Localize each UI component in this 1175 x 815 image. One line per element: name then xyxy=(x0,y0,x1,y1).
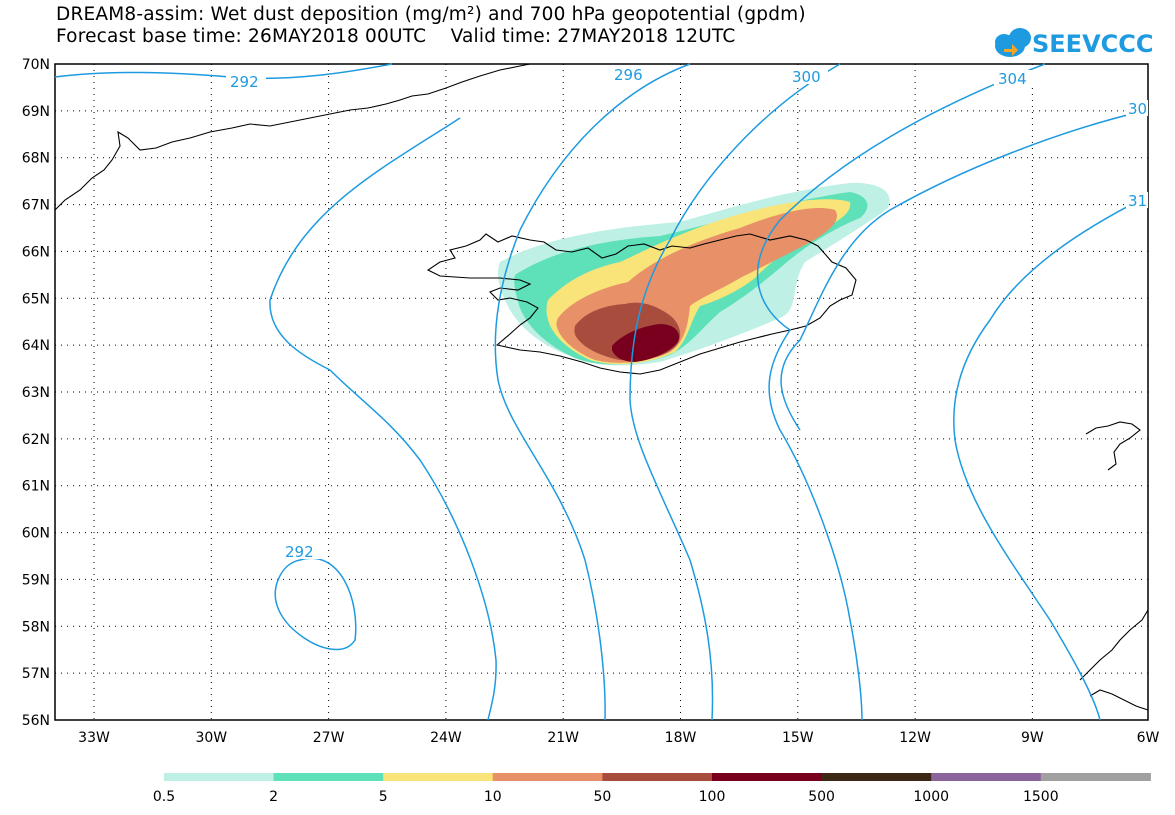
legend-swatch xyxy=(383,773,494,781)
longitude-label: 12W xyxy=(899,730,931,746)
deposition-100 xyxy=(612,324,680,362)
longitude-label: 33W xyxy=(78,730,110,746)
colorbar-legend: 0.5 2 5 10 50 100 500 1000 1500 xyxy=(153,773,1151,805)
contour-labels: 292 296 300 304 30 31 292 xyxy=(226,66,1148,561)
legend-label: 5 xyxy=(379,789,388,805)
contour-296 xyxy=(494,63,691,721)
latitude-label: 69N xyxy=(22,104,50,120)
contour-312 xyxy=(953,195,1149,721)
latitude-label: 56N xyxy=(22,713,50,729)
longitude-label: 21W xyxy=(547,730,579,746)
latitude-label: 57N xyxy=(22,666,50,682)
contour-label: 31 xyxy=(1128,192,1147,210)
contour-292-main xyxy=(269,117,497,721)
latitude-label: 70N xyxy=(22,57,50,73)
latitude-label: 59N xyxy=(22,572,50,588)
latitude-label: 58N xyxy=(22,619,50,635)
scotland-coast xyxy=(1079,609,1149,711)
legend-swatch xyxy=(821,773,932,781)
legend-swatch xyxy=(602,773,713,781)
contour-300 xyxy=(629,63,841,721)
coastlines xyxy=(54,63,1149,711)
latitude-label: 68N xyxy=(22,151,50,167)
contour-label: 292 xyxy=(230,73,259,91)
latitude-label: 61N xyxy=(22,479,50,495)
longitude-labels: 33W 30W 27W 24W 21W 18W 15W 12W 9W 6W xyxy=(78,730,1159,746)
logo-text: SEEVCCC xyxy=(1032,30,1154,58)
contour-304 xyxy=(756,63,1046,721)
legend-swatches xyxy=(164,773,1151,781)
contour-label: 300 xyxy=(792,68,821,86)
dust-deposition-field xyxy=(497,182,890,366)
contour-label: 304 xyxy=(998,70,1027,88)
contour-label: 296 xyxy=(614,66,643,84)
cloud-icon xyxy=(995,28,1031,57)
legend-label: 50 xyxy=(593,789,611,805)
contour-308 xyxy=(780,109,1149,431)
greenland-coast xyxy=(54,63,531,211)
latitude-labels: 70N 69N 68N 67N 66N 65N 64N 63N 62N 61N 60N 59N 58N 5… xyxy=(22,57,50,729)
legend-label: 500 xyxy=(808,789,835,805)
legend-swatch xyxy=(273,773,384,781)
legend-swatch xyxy=(1040,773,1151,781)
contour-292-closed xyxy=(274,557,357,651)
map-plot: 70N 69N 68N 67N 66N 65N 64N 63N 62N 61N 60N 59N 58N 5… xyxy=(22,57,1160,746)
longitude-label: 6W xyxy=(1137,730,1160,746)
longitude-label: 15W xyxy=(782,730,814,746)
longitude-label: 27W xyxy=(313,730,345,746)
legend-label: 1500 xyxy=(1023,789,1059,805)
legend-labels: 0.5 2 5 10 50 100 500 1000 1500 xyxy=(153,789,1059,805)
longitude-label: 9W xyxy=(1021,730,1044,746)
longitude-label: 30W xyxy=(195,730,227,746)
legend-label: 1000 xyxy=(913,789,949,805)
legend-label: 10 xyxy=(484,789,502,805)
geopotential-contours xyxy=(54,63,1149,721)
legend-swatch xyxy=(492,773,603,781)
latitude-label: 60N xyxy=(22,526,50,542)
iceland-coast xyxy=(426,233,857,375)
faroe-coast xyxy=(1085,421,1141,471)
legend-label: 2 xyxy=(269,789,278,805)
latitude-label: 67N xyxy=(22,198,50,214)
latitude-label: 63N xyxy=(22,385,50,401)
legend-label: 0.5 xyxy=(153,789,175,805)
legend-swatch xyxy=(931,773,1042,781)
forecast-times: Forecast base time: 26MAY2018 00UTC Vali… xyxy=(56,26,736,47)
latitude-label: 66N xyxy=(22,244,50,260)
latitude-label: 62N xyxy=(22,432,50,448)
longitude-label: 18W xyxy=(665,730,697,746)
seevccc-logo: SEEVCCC xyxy=(995,28,1154,58)
legend-label: 100 xyxy=(699,789,726,805)
longitude-label: 24W xyxy=(430,730,462,746)
latitude-label: 64N xyxy=(22,338,50,354)
contour-label: 292 xyxy=(285,543,314,561)
legend-swatch xyxy=(164,773,275,781)
contour-label: 30 xyxy=(1128,100,1147,118)
latitude-label: 65N xyxy=(22,291,50,307)
chart-title: DREAM8-assim: Wet dust deposition (mg/m²… xyxy=(56,4,806,25)
legend-swatch xyxy=(712,773,823,781)
